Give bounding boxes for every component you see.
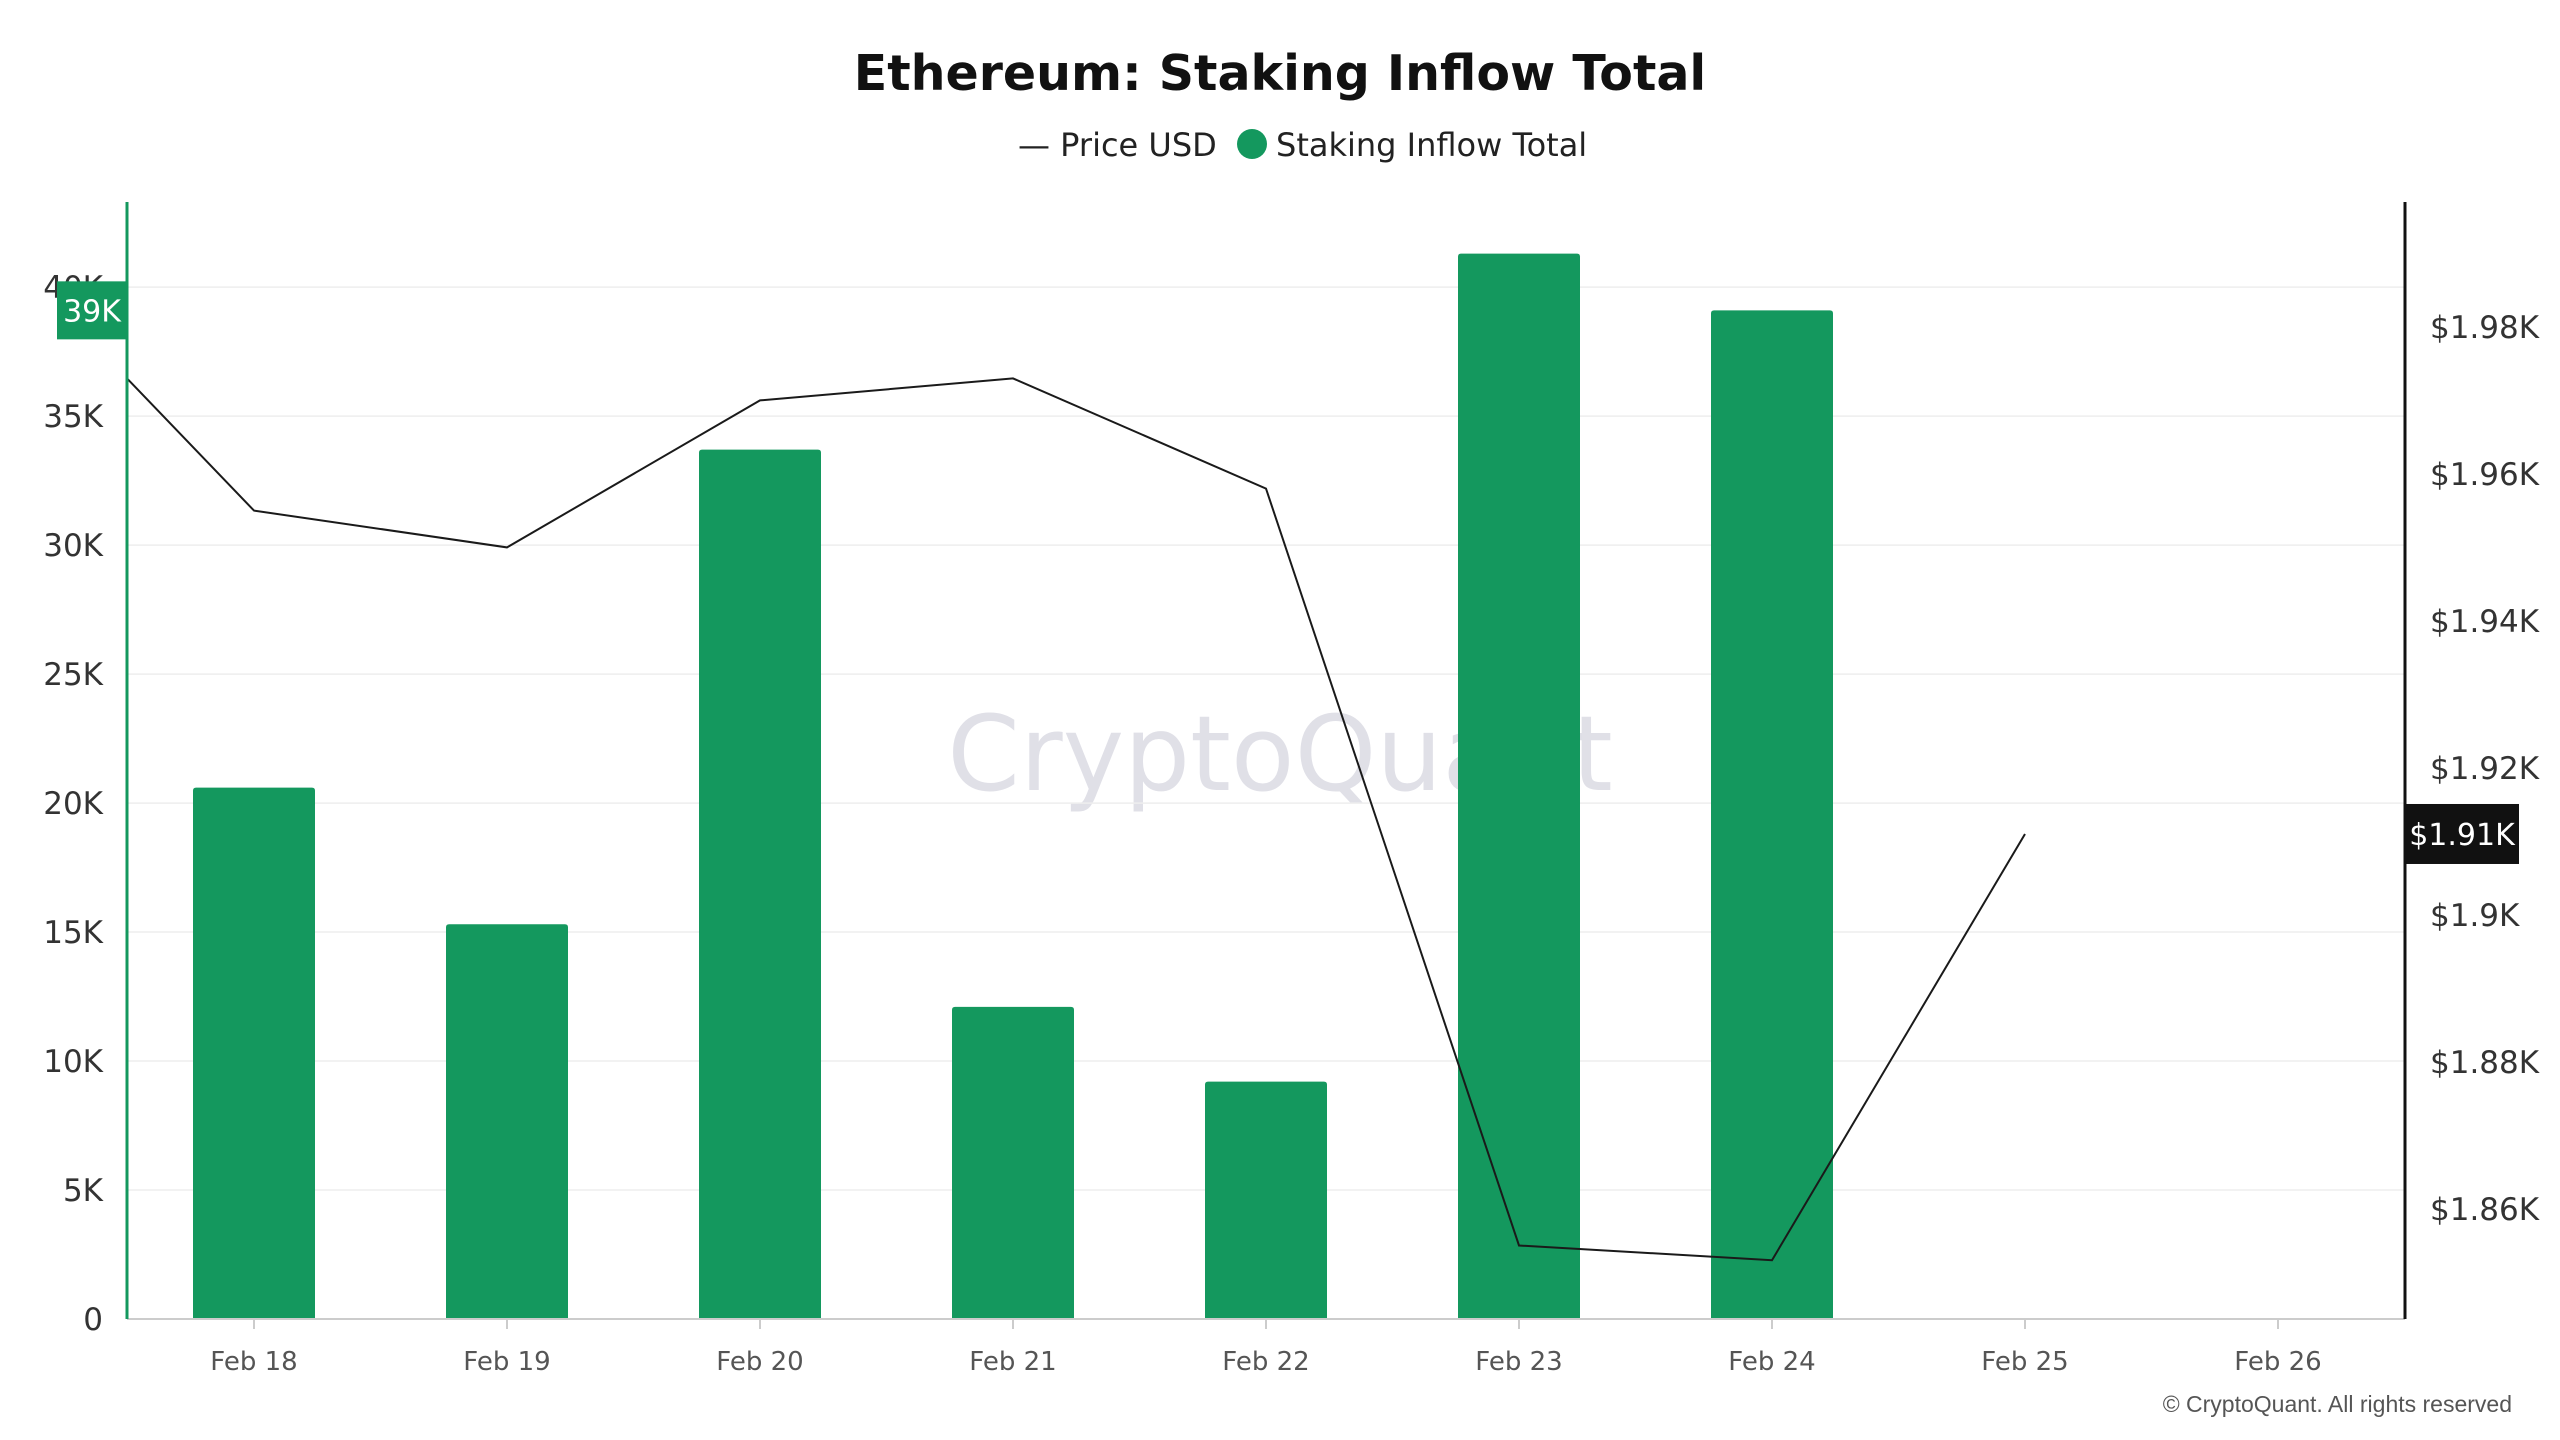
x-tick-label: Feb 18	[210, 1347, 297, 1377]
right-tick-label: $1.94K	[2430, 604, 2540, 640]
bar-feb-24	[1711, 310, 1833, 1319]
left-current-value-flag: 39K	[57, 281, 127, 340]
right-tick-label: $1.88K	[2430, 1045, 2540, 1081]
bar-feb-19	[446, 924, 568, 1319]
bar-feb-20	[699, 449, 821, 1320]
right-flag-label: $1.91K	[2409, 818, 2516, 853]
left-flag-background	[57, 281, 127, 340]
left-tick-label: 30K	[43, 528, 103, 564]
left-tick-label: 15K	[43, 915, 103, 951]
right-tick-label: $1.98K	[2430, 310, 2540, 346]
x-tick-label: Feb 21	[969, 1347, 1056, 1377]
right-flag-background	[2405, 803, 2519, 864]
left-tick-label: 0	[83, 1302, 103, 1338]
copyright-notice: © CryptoQuant. All rights reserved	[2163, 1391, 2512, 1417]
bar-feb-18	[193, 787, 315, 1319]
x-tick-label: Feb 23	[1475, 1347, 1562, 1377]
left-tick-label: 5K	[63, 1173, 104, 1209]
right-tick-label: $1.86K	[2430, 1192, 2540, 1228]
legend-item-price-usd[interactable]: — Price USD	[1018, 126, 1217, 164]
right-tick-label: $1.92K	[2430, 751, 2540, 787]
chart-title: Ethereum: Staking Inflow Total	[854, 45, 1706, 102]
legend-item-staking-inflow-total[interactable]: Staking Inflow Total	[1276, 126, 1587, 164]
x-tick-label: Feb 26	[2234, 1347, 2321, 1377]
x-tick-label: Feb 22	[1222, 1347, 1309, 1377]
right-axis-ticks: $1.86K $1.88K $1.9K $1.92K $1.94K $1.96K $1.98…	[2430, 310, 2540, 1228]
x-tick-label: Feb 20	[716, 1347, 803, 1377]
left-tick-label: 20K	[43, 786, 103, 822]
x-axis-ticks: Feb 18 Feb 19 Feb 20 Feb 21 Feb 22 Feb 23 Feb …	[210, 1319, 2322, 1377]
left-tick-label: 10K	[43, 1044, 103, 1080]
legend[interactable]: — Price USD Staking Inflow Total	[1018, 126, 1587, 164]
x-tick-label: Feb 19	[463, 1347, 550, 1377]
right-tick-label: $1.96K	[2430, 457, 2540, 493]
x-tick-label: Feb 24	[1728, 1347, 1815, 1377]
left-tick-label: 35K	[43, 399, 103, 435]
x-tick-label: Feb 25	[1981, 1347, 2068, 1377]
right-current-value-flag: $1.91K	[2405, 803, 2519, 864]
price-usd-line	[126, 377, 2026, 1262]
bar-series-staking-inflow	[193, 253, 1833, 1320]
legend-marker-staking-inflow	[1237, 129, 1267, 159]
bar-feb-23	[1458, 253, 1580, 1320]
left-flag-label: 39K	[63, 294, 122, 329]
left-axis-ticks: 05K10K15K20K25K30K35K40K	[43, 270, 103, 1338]
bar-feb-22	[1205, 1081, 1327, 1319]
right-tick-label: $1.9K	[2430, 898, 2520, 934]
left-tick-label: 25K	[43, 657, 103, 693]
bar-feb-21	[952, 1006, 1074, 1319]
